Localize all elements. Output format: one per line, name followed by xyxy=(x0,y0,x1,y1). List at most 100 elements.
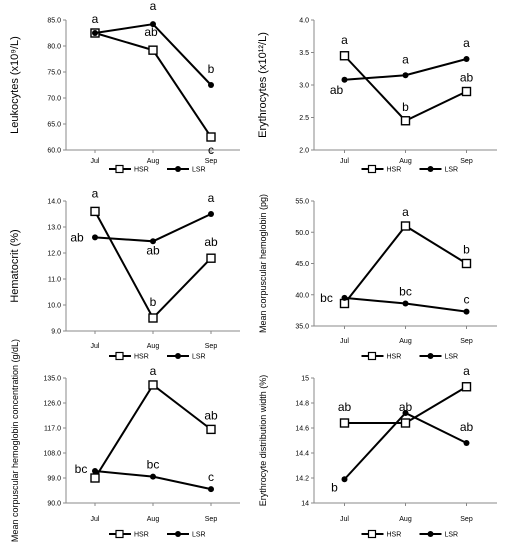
significance-letter: b xyxy=(208,62,215,76)
data-point-hsr xyxy=(206,132,216,142)
x-tick-label: Aug xyxy=(147,516,160,523)
significance-letter: bc xyxy=(320,291,333,305)
significance-letter: b xyxy=(463,243,470,257)
legend-marker-circle xyxy=(175,166,181,172)
x-tick-label: Sep xyxy=(460,338,473,345)
data-point-hsr xyxy=(90,473,100,483)
x-tick-label: Sep xyxy=(460,158,473,165)
x-tick-label: Sep xyxy=(205,343,218,350)
chart-panel-3: 9.0 10.0 11.0 12.0 13.0 14.0 Jul Aug Sep Hematocr… xyxy=(9,186,240,361)
y-axis-title: Mean corpuscular hemoglobin concentratio… xyxy=(10,339,20,542)
data-point-hsr xyxy=(339,418,350,428)
x-tick-label: Sep xyxy=(205,158,218,165)
significance-letter: bc xyxy=(75,462,88,476)
data-point-hsr xyxy=(206,253,216,263)
data-point-hsr xyxy=(461,258,472,269)
data-point-hsr xyxy=(148,380,158,390)
data-point-hsr xyxy=(400,418,411,428)
data-point-lsr xyxy=(341,76,348,83)
y-tick-label: 14.6 xyxy=(295,426,309,433)
significance-letter: c xyxy=(208,470,214,484)
chart-panel-1: 60.0 65.0 70.0 75.0 80.0 85.0 Jul Aug Sep Leukocy… xyxy=(9,0,240,174)
significance-letter: ab xyxy=(70,230,84,244)
x-tick-label: Aug xyxy=(147,158,160,165)
legend-marker-square xyxy=(115,164,124,174)
y-tick-label: 117.0 xyxy=(44,426,61,433)
data-point-lsr xyxy=(341,294,348,301)
data-point-lsr xyxy=(208,82,214,88)
data-point-lsr xyxy=(463,440,470,446)
legend-label: HSR xyxy=(134,354,149,361)
significance-letter: b xyxy=(402,100,409,114)
legend-marker-circle xyxy=(427,166,434,172)
y-axis-title: Erythrocytes (x10¹²/L) xyxy=(257,32,269,138)
y-tick-label: 65.0 xyxy=(47,122,61,129)
legend-label: LSR xyxy=(192,532,206,539)
legend-label: HSR xyxy=(387,354,402,361)
y-tick-label: 4.0 xyxy=(299,18,309,25)
data-point-hsr xyxy=(400,221,411,231)
chart-panel-4: 35.0 40.0 45.0 50.0 55.0 Jul Aug Sep Mean corpus… xyxy=(258,194,497,361)
legend-label: HSR xyxy=(387,167,402,174)
significance-letter: a xyxy=(341,33,348,47)
y-tick-label: 70.0 xyxy=(47,96,61,103)
y-tick-label: 126.0 xyxy=(43,401,61,408)
y-tick-label: 14 xyxy=(301,501,309,508)
legend-label: HSR xyxy=(134,167,149,174)
y-tick-label: 14.4 xyxy=(295,451,309,458)
significance-letter: a xyxy=(208,191,215,205)
legend-marker-circle xyxy=(175,531,181,537)
legend-marker-square xyxy=(367,351,377,361)
legend-marker-square xyxy=(367,529,377,539)
significance-letter: a xyxy=(92,12,99,26)
y-tick-label: 12.0 xyxy=(47,251,61,258)
x-tick-label: Aug xyxy=(399,338,412,345)
data-point-hsr xyxy=(339,51,350,61)
data-point-lsr xyxy=(463,308,470,315)
x-tick-label: Jul xyxy=(91,516,100,523)
data-point-hsr xyxy=(148,313,158,323)
legend-marker-circle xyxy=(427,353,434,359)
x-tick-label: Aug xyxy=(399,516,412,523)
significance-letter: ab xyxy=(460,420,474,434)
legend-label: LSR xyxy=(445,354,459,361)
chart-panel-2: 2.0 2.5 3.0 3.5 4.0 Jul Aug Sep Erythrocytes (x1… xyxy=(257,18,497,174)
data-point-hsr xyxy=(461,86,472,97)
y-axis-title: Hematocrit (%) xyxy=(9,229,21,302)
series-line-lsr xyxy=(94,213,212,243)
data-point-hsr xyxy=(90,206,100,217)
y-axis-title: Mean corpuscular hemoglobin (pg) xyxy=(258,194,268,333)
significance-letter: ab xyxy=(204,235,218,249)
y-tick-label: 15 xyxy=(301,376,309,383)
data-point-hsr xyxy=(148,45,158,55)
legend-label: LSR xyxy=(192,167,206,174)
y-tick-label: 2.5 xyxy=(299,115,309,122)
y-tick-label: 135.0 xyxy=(43,376,61,383)
data-point-lsr xyxy=(92,468,98,475)
y-tick-label: 40.0 xyxy=(295,292,309,299)
x-tick-label: Jul xyxy=(91,343,100,350)
y-tick-label: 55.0 xyxy=(295,199,309,206)
data-point-lsr xyxy=(463,56,470,62)
y-tick-label: 14.2 xyxy=(295,476,309,483)
y-tick-label: 50.0 xyxy=(295,230,309,237)
y-tick-label: 99.0 xyxy=(47,476,61,483)
significance-letter: a xyxy=(92,186,99,200)
chart-panel-6: 14 14.2 14.4 14.6 14.8 15 Jul Aug Sep Erythrocyte… xyxy=(258,364,497,539)
y-tick-label: 75.0 xyxy=(47,70,61,77)
significance-letter: ab xyxy=(330,83,344,97)
significance-letter: ab xyxy=(338,400,352,414)
data-point-lsr xyxy=(341,476,348,483)
significance-letter: ab xyxy=(399,400,413,414)
y-tick-label: 85.0 xyxy=(47,18,61,25)
data-point-lsr xyxy=(150,238,156,245)
legend-label: LSR xyxy=(445,532,459,539)
data-point-lsr xyxy=(208,211,214,217)
significance-letter: bc xyxy=(399,285,412,299)
y-axis-title: Leukocytes (x10⁹/L) xyxy=(9,36,21,134)
significance-letter: a xyxy=(150,0,157,13)
y-tick-label: 108.0 xyxy=(43,451,61,458)
data-point-lsr xyxy=(402,410,409,416)
significance-letter: b xyxy=(150,295,157,309)
